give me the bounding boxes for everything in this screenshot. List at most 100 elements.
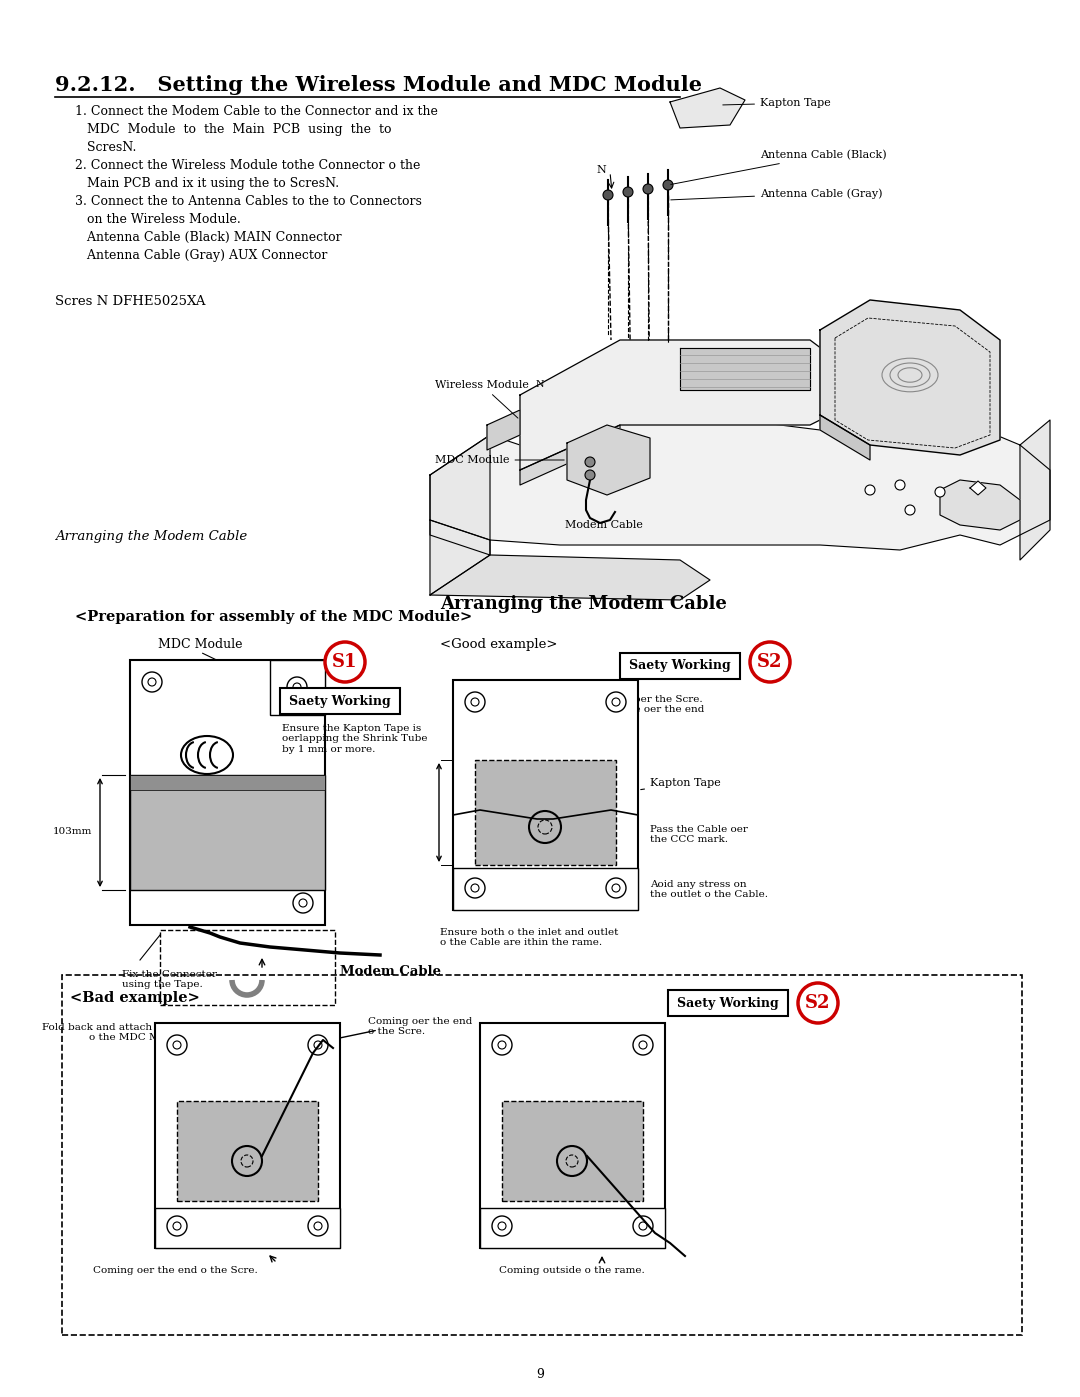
Circle shape [314, 1041, 322, 1049]
Text: Antenna Cable (Black) MAIN Connector: Antenna Cable (Black) MAIN Connector [75, 231, 341, 244]
Bar [62, 975, 1022, 1336]
Circle shape [308, 1035, 328, 1055]
Polygon shape [820, 300, 1000, 455]
Circle shape [498, 1041, 507, 1049]
Text: Pass the Cable oer
the CCC mark.: Pass the Cable oer the CCC mark. [650, 826, 747, 844]
Circle shape [471, 698, 480, 705]
Text: MDC  Module  to  the  Main  PCB  using  the  to: MDC Module to the Main PCB using the to [75, 123, 391, 136]
Circle shape [325, 643, 365, 682]
Polygon shape [567, 425, 650, 495]
Polygon shape [487, 409, 519, 450]
Bar [130, 775, 325, 789]
Text: Modem Cable: Modem Cable [340, 965, 441, 978]
Circle shape [173, 1222, 181, 1229]
Text: Antenna Cable (Black): Antenna Cable (Black) [671, 149, 887, 184]
Polygon shape [430, 555, 710, 599]
Circle shape [293, 893, 313, 914]
Bar [156, 1208, 340, 1248]
Text: Coming oer the end
o the Scre.: Coming oer the end o the Scre. [368, 1017, 472, 1037]
Circle shape [606, 877, 626, 898]
Circle shape [643, 184, 653, 194]
Circle shape [492, 1035, 512, 1055]
Circle shape [585, 469, 595, 481]
Text: <Bad example>: <Bad example> [70, 990, 200, 1004]
Text: <Good example>: <Good example> [440, 638, 557, 651]
Polygon shape [519, 425, 620, 485]
Bar [270, 659, 325, 715]
Circle shape [639, 1041, 647, 1049]
Text: Antenna Cable (Gray) AUX Connector: Antenna Cable (Gray) AUX Connector [75, 249, 327, 263]
Text: S1: S1 [333, 652, 357, 671]
Polygon shape [680, 348, 810, 390]
Text: N: N [536, 380, 544, 388]
Bar [280, 687, 400, 714]
Circle shape [167, 1215, 187, 1236]
Circle shape [287, 678, 307, 697]
Text: 103mm: 103mm [53, 827, 92, 837]
Circle shape [603, 190, 613, 200]
Circle shape [612, 884, 620, 893]
Polygon shape [940, 481, 1020, 529]
Bar [620, 652, 740, 679]
Bar [502, 1101, 643, 1201]
Text: Fold back and attach to the back side
o the MDC Module.: Fold back and attach to the back side o … [41, 1023, 239, 1042]
Text: Coming oer the end o the Scre.: Coming oer the end o the Scre. [93, 1266, 257, 1275]
Text: Modem Cable: Modem Cable [565, 520, 643, 529]
Polygon shape [970, 481, 986, 495]
Circle shape [498, 1222, 507, 1229]
Bar [177, 1101, 318, 1201]
Circle shape [606, 692, 626, 712]
Polygon shape [430, 409, 1050, 550]
Text: 3. Connect the to Antenna Cables to the to Connectors: 3. Connect the to Antenna Cables to the … [75, 196, 422, 208]
Circle shape [663, 180, 673, 190]
Text: Saety Working: Saety Working [630, 659, 731, 672]
Ellipse shape [181, 736, 233, 774]
Bar [453, 680, 638, 909]
Bar [453, 868, 638, 909]
Text: Wireless Module: Wireless Module [435, 380, 529, 418]
Text: MDC Module: MDC Module [158, 638, 242, 651]
Circle shape [148, 678, 156, 686]
Text: Ensure the Kapton Tape is
oerlapping the Shrink Tube
by 1 mm or more.: Ensure the Kapton Tape is oerlapping the… [282, 724, 428, 754]
Circle shape [299, 900, 307, 907]
Text: Ensure the Cable does not run oer the Scre.
Ensure the Cable does not come oer t: Ensure the Cable does not run oer the Sc… [470, 694, 704, 725]
Bar [480, 1023, 665, 1248]
Text: Kapton Tape: Kapton Tape [640, 778, 720, 789]
Text: Ensure both o the inlet and outlet
o the Cable are ithin the rame.: Ensure both o the inlet and outlet o the… [440, 928, 619, 947]
Bar [130, 659, 325, 925]
Circle shape [314, 1222, 322, 1229]
Polygon shape [820, 415, 870, 460]
Polygon shape [430, 520, 490, 555]
Text: Aoid any stress on
the outlet o the Cable.: Aoid any stress on the outlet o the Cabl… [650, 880, 768, 900]
Text: Saety Working: Saety Working [289, 694, 391, 707]
Text: Antenna Cable (Gray): Antenna Cable (Gray) [671, 189, 882, 200]
Text: Scres N DFHE5025XA: Scres N DFHE5025XA [55, 295, 205, 307]
Text: Arranging the Modem Cable: Arranging the Modem Cable [440, 595, 727, 613]
Text: Kapton Tape: Kapton Tape [723, 98, 831, 108]
Circle shape [905, 504, 915, 515]
Circle shape [798, 983, 838, 1023]
Circle shape [750, 643, 789, 682]
Circle shape [492, 1215, 512, 1236]
Polygon shape [1020, 420, 1050, 560]
Bar [669, 990, 788, 1016]
Circle shape [633, 1215, 653, 1236]
Circle shape [293, 683, 301, 692]
Text: 9: 9 [536, 1368, 544, 1382]
Bar [475, 760, 616, 865]
Circle shape [633, 1035, 653, 1055]
Polygon shape [430, 434, 490, 595]
Text: MDC Module: MDC Module [435, 455, 564, 465]
Circle shape [585, 457, 595, 467]
Bar [480, 1208, 665, 1248]
Bar [130, 775, 325, 890]
Text: S2: S2 [806, 995, 831, 1011]
Circle shape [167, 1035, 187, 1055]
Circle shape [865, 485, 875, 495]
Text: 1. Connect the Modem Cable to the Connector and ix the: 1. Connect the Modem Cable to the Connec… [75, 105, 437, 117]
Circle shape [141, 672, 162, 692]
Bar [160, 930, 335, 1004]
Text: <Preparation for assembly of the MDC Module>: <Preparation for assembly of the MDC Mod… [75, 610, 472, 624]
Text: Arranging the Modem Cable: Arranging the Modem Cable [55, 529, 247, 543]
Circle shape [639, 1222, 647, 1229]
